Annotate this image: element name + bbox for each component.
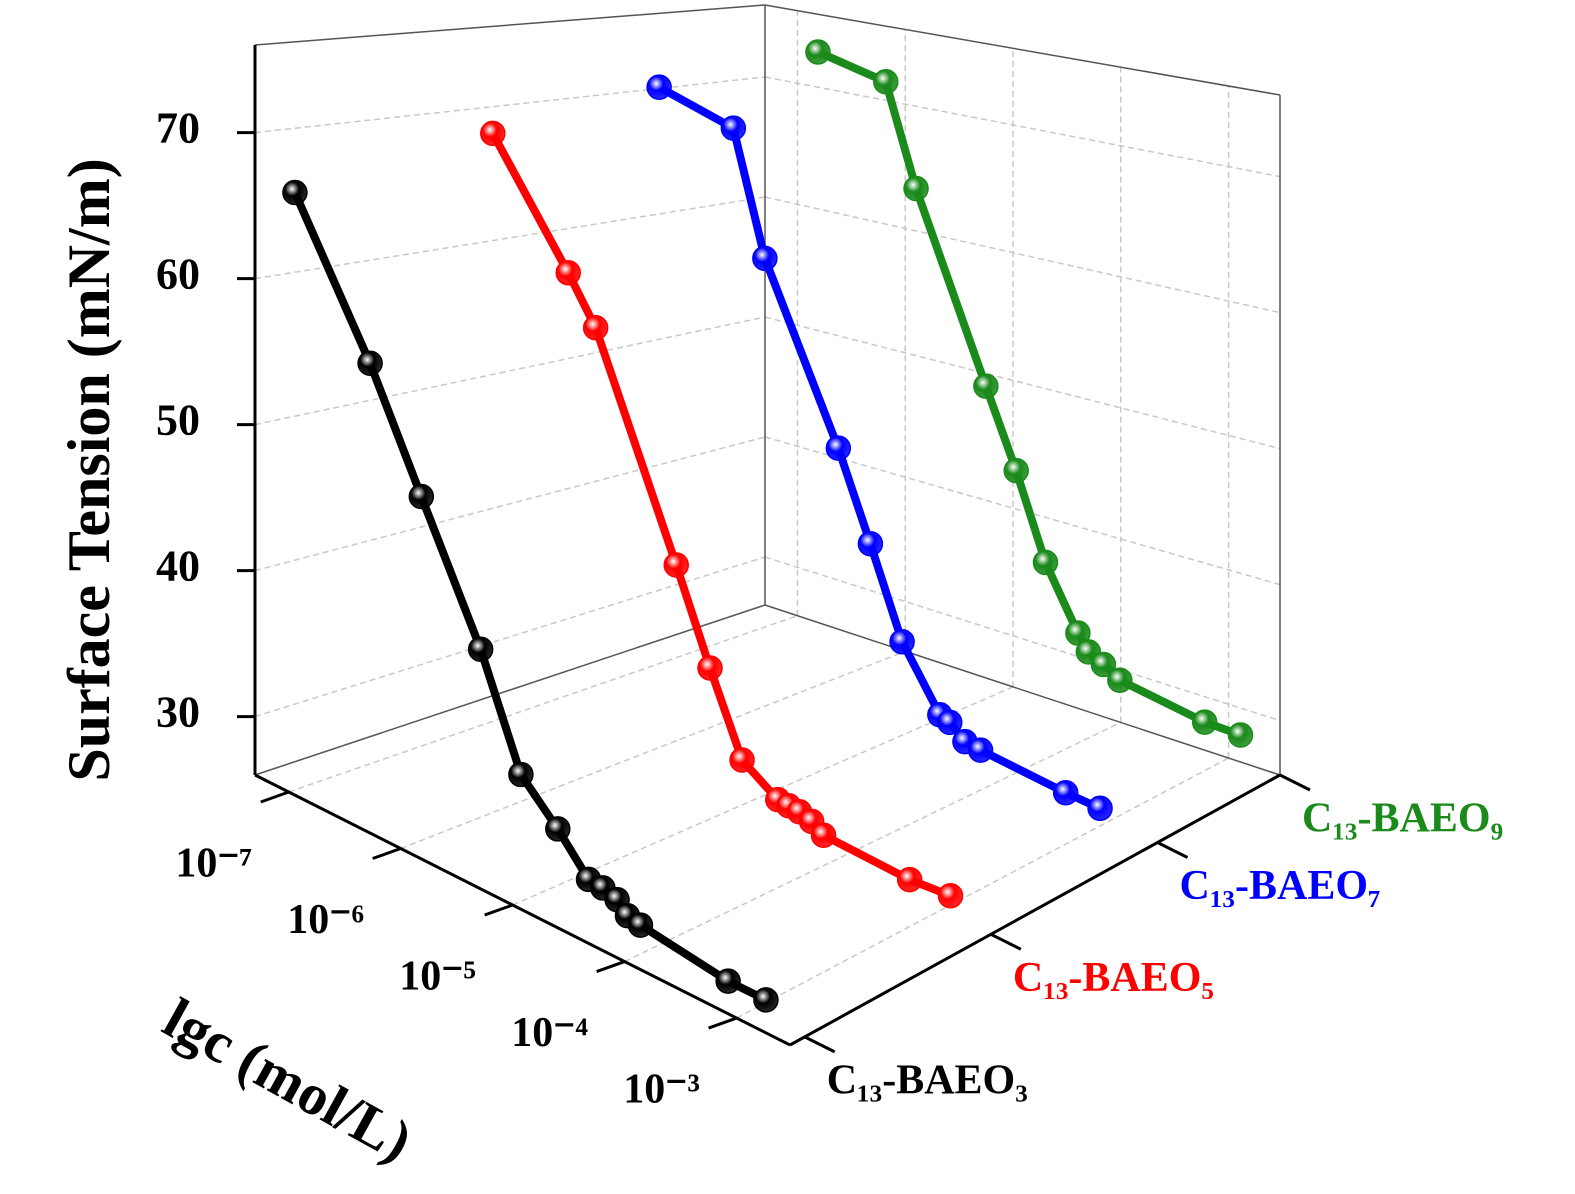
series-label: C₁₃-BAEO₃ bbox=[827, 1058, 1028, 1104]
data-point bbox=[720, 115, 747, 141]
series-tick bbox=[1279, 773, 1311, 792]
box-edge bbox=[764, 604, 1281, 776]
x-tick bbox=[596, 960, 626, 973]
y-tick-label: 40 bbox=[156, 542, 200, 591]
data-point bbox=[582, 315, 609, 341]
x-tick-label: 10⁻⁶ bbox=[287, 897, 364, 943]
data-point bbox=[1052, 779, 1079, 806]
y-tick-label: 30 bbox=[156, 688, 200, 737]
data-point bbox=[646, 74, 672, 100]
data-point bbox=[873, 69, 899, 95]
data-point bbox=[857, 530, 884, 557]
data-point bbox=[1003, 457, 1029, 484]
grid-line bbox=[764, 196, 1281, 314]
x-axis bbox=[254, 773, 791, 1047]
x-tick bbox=[260, 790, 290, 804]
data-point bbox=[357, 350, 383, 377]
data-point bbox=[1191, 709, 1218, 735]
series-line bbox=[291, 190, 768, 1004]
data-point bbox=[805, 39, 831, 65]
y-axis-label: Surface Tension (mN/m) bbox=[56, 158, 122, 781]
x-tick bbox=[372, 847, 402, 860]
x-tick bbox=[484, 903, 514, 917]
data-point bbox=[1090, 651, 1117, 678]
data-point bbox=[545, 816, 571, 842]
series-tick bbox=[804, 1035, 836, 1054]
data-point bbox=[937, 882, 964, 909]
series-label: C₁₃-BAEO₅ bbox=[1013, 955, 1214, 1001]
data-point bbox=[555, 259, 581, 286]
y-tick-label: 70 bbox=[156, 104, 200, 153]
data-point bbox=[973, 373, 999, 399]
box-edge bbox=[254, 604, 766, 776]
x-tick-label: 10⁻⁵ bbox=[399, 954, 476, 1000]
series-line bbox=[489, 131, 952, 900]
data-point bbox=[282, 179, 308, 206]
y-tick-label: 50 bbox=[156, 396, 200, 445]
x-tick bbox=[708, 1016, 738, 1030]
data-point bbox=[480, 120, 506, 147]
data-point bbox=[715, 968, 741, 994]
series-label: C₁₃-BAEO₇ bbox=[1180, 863, 1381, 909]
y-tick-label: 60 bbox=[156, 250, 200, 299]
data-point bbox=[729, 747, 755, 773]
grid-line bbox=[254, 316, 766, 426]
data-point bbox=[1032, 549, 1059, 576]
grid-line bbox=[254, 76, 766, 134]
grid-line bbox=[254, 436, 766, 572]
box-edge bbox=[764, 4, 1281, 96]
grid-line bbox=[764, 76, 1281, 178]
series-line bbox=[657, 83, 1102, 812]
data-point bbox=[752, 245, 778, 272]
grid-line bbox=[764, 316, 1281, 450]
data-point bbox=[810, 822, 837, 848]
data-point bbox=[903, 175, 929, 202]
data-point bbox=[408, 483, 435, 510]
data-point bbox=[1087, 795, 1113, 822]
x-tick-label: 10⁻⁴ bbox=[511, 1010, 588, 1056]
series-tick bbox=[990, 932, 1022, 951]
series-tick bbox=[1156, 841, 1189, 859]
series-label: C₁₃-BAEO₉ bbox=[1302, 796, 1503, 842]
series-axis bbox=[789, 773, 1281, 1047]
x-axis-label: lgc (mol/L) bbox=[153, 985, 423, 1174]
grid-line bbox=[254, 556, 766, 718]
data-point bbox=[967, 737, 994, 763]
grid-line bbox=[624, 721, 1122, 963]
data-point bbox=[697, 655, 723, 681]
grid-line bbox=[254, 196, 766, 280]
grid-line bbox=[764, 556, 1281, 722]
x-tick-label: 10⁻⁷ bbox=[175, 841, 252, 887]
data-point bbox=[508, 761, 534, 788]
data-point bbox=[627, 912, 654, 938]
data-point bbox=[825, 435, 852, 461]
data-point bbox=[896, 866, 923, 893]
series-line bbox=[816, 48, 1242, 739]
data-point bbox=[467, 636, 494, 662]
grid-line bbox=[736, 757, 1229, 1019]
grid-line bbox=[512, 686, 1014, 906]
data-point bbox=[889, 628, 915, 655]
grid-line bbox=[400, 650, 906, 850]
data-point bbox=[753, 987, 779, 1013]
data-point bbox=[937, 709, 963, 736]
data-point bbox=[663, 552, 690, 578]
data-point bbox=[1107, 667, 1133, 693]
x-tick-label: 10⁻³ bbox=[623, 1067, 700, 1113]
data-point bbox=[1227, 722, 1254, 748]
box-edge bbox=[254, 4, 766, 46]
